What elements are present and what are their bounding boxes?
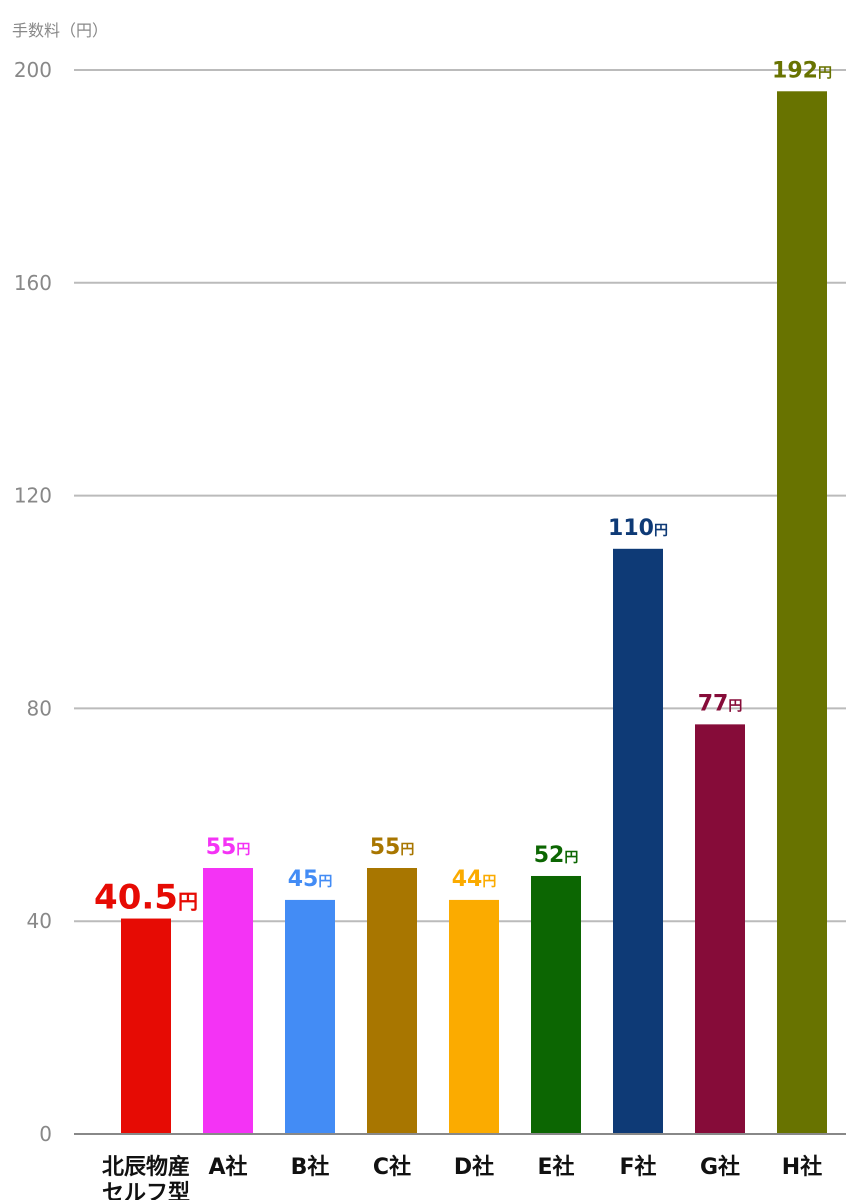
category-label-line: G社: [700, 1154, 740, 1180]
bar: [777, 91, 827, 1134]
category-label-line: セルフ型: [102, 1181, 190, 1200]
category-label-line: C社: [373, 1154, 411, 1180]
bar: [531, 875, 581, 1134]
bar: [613, 548, 663, 1134]
data-label: 52円: [534, 843, 579, 868]
category-label: H社: [782, 1154, 822, 1180]
category-label-line: D社: [454, 1154, 494, 1180]
category-labels: 北辰物産セルフ型 A社 B社 C社 D社 E社 F社 G社 H社: [102, 1154, 822, 1200]
data-label-value: 44: [452, 867, 483, 892]
data-label-value: 77: [698, 691, 729, 716]
category-label-line: H社: [782, 1154, 822, 1180]
data-label-value: 45: [288, 867, 319, 892]
data-label-value: 110: [608, 516, 654, 541]
category-label: G社: [700, 1154, 740, 1180]
data-label-value: 40.5: [94, 878, 178, 918]
data-label: 44円: [452, 867, 497, 892]
bar: [121, 918, 171, 1134]
data-label: 45円: [288, 867, 333, 892]
y-tick-label: 0: [39, 1122, 52, 1146]
bar: [203, 868, 253, 1134]
data-label-unit: 円: [400, 842, 414, 858]
data-label-unit: 円: [654, 523, 668, 539]
category-label: C社: [373, 1154, 411, 1180]
bar: [449, 899, 499, 1134]
category-label-line: F社: [619, 1154, 656, 1180]
data-label-unit: 円: [564, 850, 578, 866]
y-tick-label: 40: [27, 909, 52, 933]
data-label-value: 192: [772, 58, 818, 83]
data-label: 110円: [608, 516, 668, 541]
category-label: D社: [454, 1154, 494, 1180]
bars: [121, 91, 827, 1134]
category-label: 北辰物産セルフ型: [102, 1154, 190, 1200]
data-label-unit: 円: [178, 890, 198, 914]
data-label-unit: 円: [236, 842, 250, 858]
data-label-unit: 円: [318, 874, 332, 890]
category-label: A社: [208, 1154, 247, 1180]
category-label: E社: [537, 1154, 574, 1180]
data-label: 192円: [772, 58, 832, 83]
category-label: F社: [619, 1154, 656, 1180]
category-label: B社: [291, 1154, 330, 1180]
data-label: 55円: [370, 835, 415, 860]
data-label: 55円: [206, 835, 251, 860]
y-tick-label: 120: [14, 484, 52, 508]
bar: [285, 899, 335, 1134]
bar: [367, 868, 417, 1134]
y-tick-label: 160: [14, 271, 52, 295]
y-tick-label: 80: [27, 696, 52, 720]
category-label-line: B社: [291, 1154, 330, 1180]
data-label-unit: 円: [818, 65, 832, 81]
data-label-value: 55: [370, 835, 401, 860]
data-label-unit: 円: [482, 874, 496, 890]
y-tick-label: 200: [14, 58, 52, 82]
data-label: 77円: [698, 691, 743, 716]
data-label: 40.5円: [94, 878, 198, 918]
category-label-line: A社: [208, 1154, 247, 1180]
data-label-value: 52: [534, 843, 565, 868]
category-label-line: E社: [537, 1154, 574, 1180]
y-axis-label: 手数料（円）: [12, 21, 108, 40]
y-axis-ticks: 0 40 80 120 160 200: [14, 58, 52, 1146]
category-label-line: 北辰物産: [102, 1154, 190, 1180]
data-label-unit: 円: [728, 698, 742, 714]
bar: [695, 724, 745, 1134]
data-label-value: 55: [206, 835, 237, 860]
